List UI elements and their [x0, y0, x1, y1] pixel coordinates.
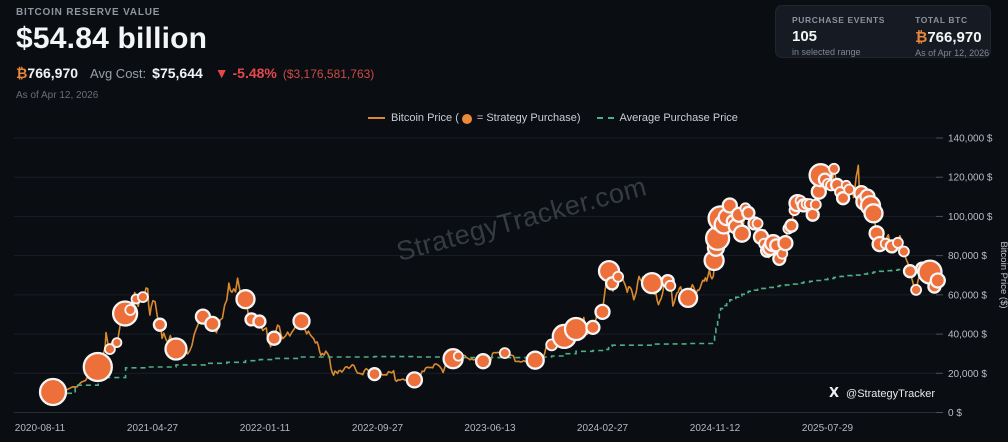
x-tick-label: 2021-04-27: [127, 423, 179, 434]
x-tick-label: 2022-01-11: [240, 423, 291, 434]
purchase-bubble[interactable]: [640, 271, 664, 295]
x-handle-text: @StrategyTracker: [846, 387, 936, 400]
price-line-swatch-icon: [368, 117, 385, 119]
purchase-bubble[interactable]: [929, 272, 946, 289]
purchase-bubble[interactable]: [805, 207, 820, 222]
purchase-bubble[interactable]: [235, 289, 256, 310]
purchase-bubble[interactable]: [777, 234, 794, 252]
avg-cost-value: $75,644: [152, 65, 203, 81]
purchase-bubble[interactable]: [784, 218, 799, 233]
down-arrow-icon: ▼: [214, 65, 229, 81]
summary-card: PURCHASE EVENTS 105 in selected range TO…: [775, 5, 991, 58]
x-tick-label: 2024-02-27: [577, 423, 629, 434]
y-tick-label: 40,000 $: [948, 330, 987, 341]
total-btc-label: TOTAL BTC: [915, 15, 968, 25]
purchase-bubble[interactable]: [525, 350, 545, 370]
purchase-bubble[interactable]: [136, 291, 149, 304]
purchase-bubble[interactable]: [38, 377, 68, 407]
x-tick-label: 2025-07-29: [802, 423, 854, 434]
purchase-bubble[interactable]: [612, 270, 624, 283]
social-handle: X @StrategyTracker: [829, 386, 935, 401]
purchase-bubble[interactable]: [563, 316, 589, 342]
avg-cost-label: Avg Cost:: [90, 66, 147, 81]
change-absolute: ($3,176,581,763): [282, 67, 375, 81]
x-tick-label: 2023-06-13: [464, 423, 516, 434]
purchase-bubble[interactable]: [204, 315, 221, 333]
header: BITCOIN RESERVE VALUE $54.84 billion ₿76…: [16, 7, 374, 101]
y-tick-label: 0 $: [948, 408, 962, 419]
purchase-bubble[interactable]: [828, 162, 840, 175]
purchase-bubble[interactable]: [266, 330, 282, 346]
purchase-bubble[interactable]: [585, 319, 601, 336]
btc-holdings: ₿766,970: [16, 65, 78, 82]
purchase-events-value: 105: [792, 28, 818, 45]
purchase-bubble[interactable]: [843, 183, 856, 196]
purchase-bubble[interactable]: [82, 351, 113, 383]
purchase-bubble[interactable]: [892, 236, 904, 249]
purchase-bubble[interactable]: [594, 303, 611, 321]
purchase-events-label: PURCHASE EVENTS: [792, 15, 886, 25]
btc-symbol: ₿: [16, 66, 28, 82]
legend-avg-label: Average Purchase Price: [619, 112, 738, 124]
purchase-bubble[interactable]: [405, 371, 424, 389]
purchase-bubble[interactable]: [124, 304, 137, 316]
change-percent: ▼ -5.48%: [214, 65, 277, 81]
purchase-events-sub: in selected range: [792, 47, 861, 57]
total-btc-value: ₿766,970: [915, 28, 982, 46]
header-stats-row: ₿766,970 Avg Cost: $75,644 ▼ -5.48% ($3,…: [16, 65, 374, 82]
btc-holdings-value: 766,970: [27, 65, 79, 81]
y-tick-label: 20,000 $: [948, 369, 987, 380]
header-as-of: As of Apr 12, 2026: [16, 90, 99, 101]
purchase-bubble[interactable]: [474, 353, 492, 370]
y-tick-label: 120,000 $: [948, 173, 993, 184]
legend-price-label-close: = Strategy Purchase): [476, 112, 581, 124]
purchase-bubble[interactable]: [152, 317, 168, 332]
chart-legend: Bitcoin Price ( = Strategy Purchase) Ave…: [368, 112, 738, 124]
y-tick-label: 140,000 $: [948, 134, 993, 145]
purchase-bubble[interactable]: [367, 366, 382, 382]
purchase-bubble[interactable]: [104, 343, 116, 356]
y-tick-label: 80,000 $: [948, 251, 987, 262]
y-tick-label: 60,000 $: [948, 290, 987, 301]
purchase-dot-icon: [461, 114, 472, 124]
y-tick-label: 100,000 $: [948, 212, 993, 223]
purchase-bubble[interactable]: [751, 217, 764, 230]
purchase-bubble[interactable]: [498, 347, 511, 360]
total-btc-stat: TOTAL BTC ₿766,970 As of Apr 12, 2026: [915, 15, 990, 58]
x-tick-label: 2022-09-27: [352, 423, 404, 434]
purchase-bubble[interactable]: [863, 203, 884, 224]
purchase-bubble[interactable]: [677, 287, 699, 309]
reserve-value-amount: $54.84 billion: [16, 22, 208, 55]
total-btc-sub: As of Apr 12, 2026: [915, 48, 990, 58]
purchase-bubble[interactable]: [835, 191, 851, 206]
average-purchase-price-line: [40, 265, 941, 395]
reserve-value-label: BITCOIN RESERVE VALUE: [16, 7, 161, 18]
purchase-bubble[interactable]: [164, 337, 188, 361]
purchase-bubble[interactable]: [741, 205, 756, 221]
legend-price-label-open: Bitcoin Price (: [391, 112, 459, 124]
y-axis-title: Bitcoin Price ($): [998, 241, 1008, 308]
purchase-bubble[interactable]: [732, 224, 752, 243]
purchase-bubble[interactable]: [252, 314, 267, 329]
purchase-bubble[interactable]: [902, 264, 918, 279]
purchase-bubble[interactable]: [664, 279, 677, 292]
purchase-bubble[interactable]: [809, 198, 822, 211]
btc-symbol: ₿: [915, 28, 928, 46]
x-logo-icon: X: [829, 386, 840, 401]
avg-line-swatch-icon: [596, 117, 614, 119]
purchase-bubble[interactable]: [898, 245, 910, 258]
x-tick-label: 2020-08-11: [15, 423, 66, 434]
purchase-events-stat: PURCHASE EVENTS 105 in selected range: [792, 15, 885, 57]
purchase-bubble[interactable]: [111, 337, 123, 349]
x-tick-label: 2024-11-12: [690, 423, 741, 434]
purchase-bubble[interactable]: [292, 311, 311, 331]
purchase-bubble[interactable]: [452, 350, 464, 362]
purchase-bubble[interactable]: [910, 283, 922, 296]
